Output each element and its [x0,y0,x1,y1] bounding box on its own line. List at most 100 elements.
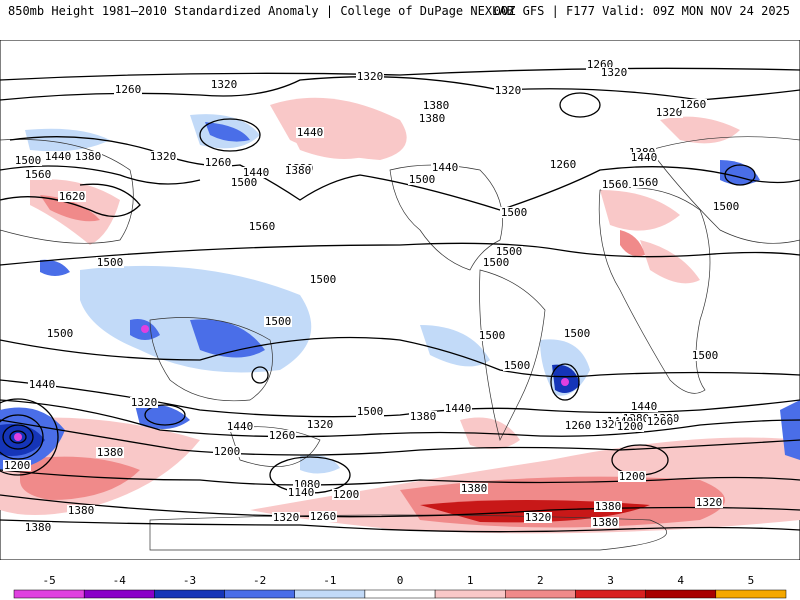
contour-label-bg [356,406,384,417]
contour-label: 1320 [525,511,552,524]
contour-label-bg [591,517,619,528]
contour-label-bg [630,152,658,163]
contour-label-bg [130,397,158,408]
contour-label-bg [549,159,577,170]
contour-label-bg [213,446,241,457]
contour-label: 1620 [59,190,86,203]
contour-label: 1320 [150,150,177,163]
map-title: 850mb Height 1981–2010 Standardized Anom… [8,4,514,18]
contour-label: 1320 [273,511,300,524]
colorbar-swatch [294,589,366,599]
colorbar-swatch [83,589,155,599]
contour-label-bg [495,246,523,257]
contour-label: 1500 [265,315,292,328]
colorbar-tick-label: 0 [397,574,404,587]
contour-label: 1380 [97,446,124,459]
contour-label: 1440 [227,420,254,433]
contour-label-bg [622,413,650,424]
contour-label: 1440 [631,400,658,413]
contour-label-bg [309,274,337,285]
contour-label: 1260 [310,510,337,523]
colorbar-ticks: -5 -4 -3 -2 -1 0 1 2 3 4 5 [42,574,754,587]
colorbar-tick-label: 5 [748,574,755,587]
contour-label-bg [264,316,292,327]
contour-label: 1500 [713,200,740,213]
contour-label-bg [14,155,42,166]
contour-label-bg [418,113,446,124]
contour-label-bg [296,127,324,138]
model-run-info: 00Z GFS | F177 Valid: 09Z MON NOV 24 202… [493,4,790,18]
contour-label: 1500 [496,245,523,258]
contour-label: 1560 [632,176,659,189]
contour-label-bg [44,151,72,162]
colorbar-tick-label: -5 [42,574,55,587]
contour-label: 1500 [504,359,531,372]
contour-label: 1500 [231,176,258,189]
colorbar: -5 -4 -3 -2 -1 0 1 2 3 4 5 [13,574,787,599]
contour-label: 1500 [47,327,74,340]
contour-label: 1260 [550,158,577,171]
contour-label-bg [563,328,591,339]
contour-label-bg [226,421,254,432]
contour-label: 1320 [495,84,522,97]
contour-label: 1260 [565,419,592,432]
contour-label-bg [309,511,337,522]
contour-label-bg [204,157,232,168]
contour-label: 1440 [297,126,324,139]
contour-label-bg [210,79,238,90]
contour-label-bg [586,59,614,70]
colorbar-swatch [13,589,85,599]
contour-label-bg [408,174,436,185]
contour-label: 1200 [214,445,241,458]
colorbar-tick-label: 4 [677,574,684,587]
colorbar-swatch [575,589,646,599]
contour-label-bg [356,71,384,82]
contour-label: 1380 [423,99,450,112]
contour-label: 1500 [409,173,436,186]
contour-label: 1380 [461,482,488,495]
contour-label-bg [24,522,52,533]
contour-label: 1380 [75,150,102,163]
contour-label: 1320 [595,418,622,431]
contour-label-bg [482,257,510,268]
colorbar-swatch [224,589,295,599]
contour-label-bg [230,177,258,188]
contour-label: 1320 [211,78,238,91]
contour-label-bg [293,479,321,490]
contour-label: 1380 [68,504,95,517]
colorbar-swatch [505,589,576,599]
colorbar-tick-label: -4 [113,574,127,587]
contour-label: 1500 [97,256,124,269]
contour-label: 1500 [564,327,591,340]
contour-label: 1380 [592,516,619,529]
contour-label-bg [695,497,723,508]
contour-label-bg [564,420,592,431]
contour-label: 1320 [357,70,384,83]
contour-label: 1440 [243,166,270,179]
contour-label: 1560 [602,178,629,191]
contour-label: 1200 [617,420,644,433]
contour-label-bg [96,447,124,458]
contour-label-bg [46,328,74,339]
contour-label: 1200 [619,470,646,483]
contour-label: 1500 [479,329,506,342]
contour-label: 1440 [45,150,72,163]
colorbar-tick-label: -3 [183,574,196,587]
colorbar-tick-label: 1 [467,574,474,587]
contour-label-bg [96,257,124,268]
colorbar-tick-label: -2 [253,574,266,587]
anomaly-map: 1260132013201260132013801440138013201320… [0,40,800,560]
contour-label-bg [306,419,334,430]
contour-label: 1560 [249,220,276,233]
contour-label-bg [712,201,740,212]
contour-label: 1140 [288,486,315,499]
contour-label-bg [58,191,86,202]
contour-label-bg [594,501,622,512]
contour-label-bg [503,360,531,371]
contour-label: 1500 [15,154,42,167]
contour-label: 1500 [483,256,510,269]
contour-label-bg [655,107,683,118]
contour-label: 1500 [501,206,528,219]
contour-label: 1380 [410,410,437,423]
contour-label-bg [630,401,658,412]
